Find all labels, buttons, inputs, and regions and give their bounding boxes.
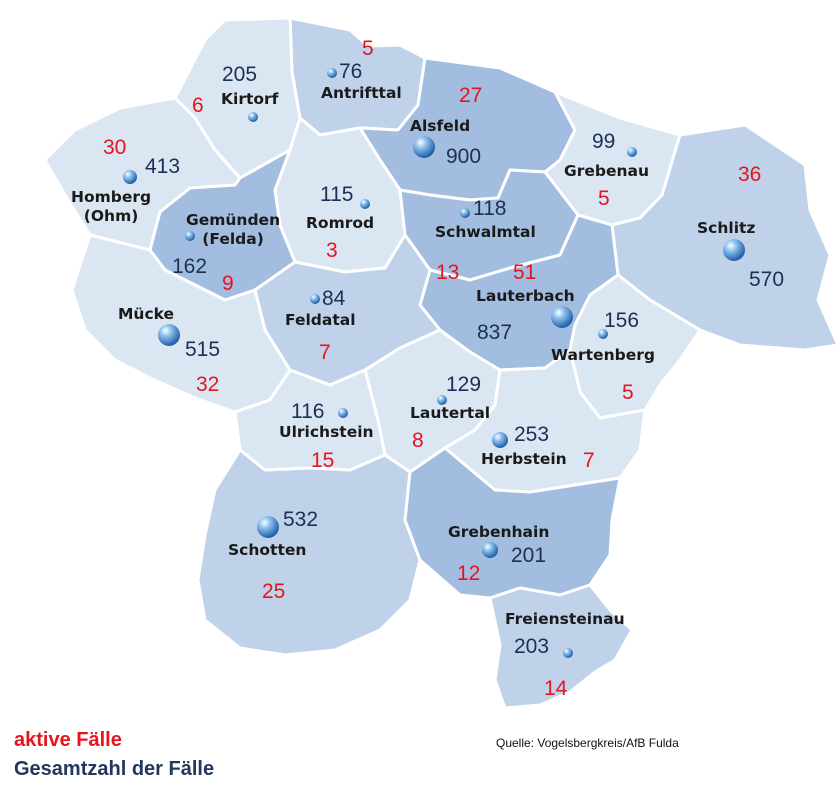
marker-herbstein xyxy=(492,432,508,448)
active-grebenhain: 12 xyxy=(457,562,481,585)
region-schotten xyxy=(196,448,422,657)
region-schlitz xyxy=(610,123,840,352)
source-credit: Quelle: Vogelsbergkreis/AfB Fulda xyxy=(496,736,679,750)
region-grebenhain xyxy=(403,446,622,600)
marker-freiensteinau xyxy=(563,648,573,658)
name-grebenhain: Grebenhain xyxy=(448,523,550,541)
name-herbstein: Herbstein xyxy=(481,450,567,468)
active-antrifttal: 5 xyxy=(362,37,374,60)
name-homberg: Homberg (Ohm) xyxy=(71,188,152,225)
name-romrod: Romrod xyxy=(306,214,375,232)
marker-kirtorf xyxy=(248,112,258,122)
name-grebenau: Grebenau xyxy=(564,162,650,180)
legend-active-cases: aktive Fälle xyxy=(14,729,122,751)
total-antrifttal: 76 xyxy=(339,60,363,83)
active-gemuenden: 9 xyxy=(222,272,234,295)
active-lauterbach: 51 xyxy=(513,261,537,284)
marker-ulrichstein xyxy=(338,408,348,418)
name-kirtorf: Kirtorf xyxy=(221,90,279,108)
active-lautertal: 8 xyxy=(412,429,424,452)
active-ulrichstein: 15 xyxy=(311,449,335,472)
marker-feldatal xyxy=(310,294,320,304)
total-freiensteinau: 203 xyxy=(514,635,550,658)
total-grebenau: 99 xyxy=(592,130,616,153)
marker-muecke xyxy=(158,324,180,346)
total-herbstein: 253 xyxy=(514,423,550,446)
marker-schotten xyxy=(257,516,279,538)
total-gemuenden: 162 xyxy=(172,255,208,278)
marker-romrod xyxy=(360,199,370,209)
total-wartenberg: 156 xyxy=(604,309,640,332)
total-feldatal: 84 xyxy=(322,287,346,310)
active-schlitz: 36 xyxy=(738,163,762,186)
total-schotten: 532 xyxy=(283,508,319,531)
total-muecke: 515 xyxy=(185,338,221,361)
name-lauterbach: Lauterbach xyxy=(476,287,575,305)
active-alsfeld: 27 xyxy=(459,84,483,107)
active-wartenberg: 5 xyxy=(622,381,634,404)
total-grebenhain: 201 xyxy=(511,544,547,567)
marker-antrifttal xyxy=(327,68,337,78)
total-schwalmtal: 118 xyxy=(473,197,507,220)
name-ulrichstein: Ulrichstein xyxy=(279,423,374,441)
marker-grebenau xyxy=(627,147,637,157)
marker-gemuenden xyxy=(185,231,195,241)
legend-total-cases: Gesamtzahl der Fälle xyxy=(14,758,215,780)
name-feldatal: Feldatal xyxy=(285,311,356,329)
marker-homberg xyxy=(123,170,137,184)
total-ulrichstein: 116 xyxy=(291,400,325,423)
name-muecke: Mücke xyxy=(118,305,175,323)
total-lauterbach: 837 xyxy=(477,321,513,344)
active-romrod: 3 xyxy=(326,239,338,262)
name-freiensteinau: Freiensteinau xyxy=(505,610,625,628)
name-alsfeld: Alsfeld xyxy=(410,117,471,135)
active-freiensteinau: 14 xyxy=(544,677,568,700)
name-antrifttal: Antrifttal xyxy=(321,84,402,102)
active-muecke: 32 xyxy=(196,373,220,396)
marker-alsfeld xyxy=(413,136,435,158)
marker-grebenhain xyxy=(482,542,498,558)
marker-lautertal xyxy=(437,395,447,405)
name-wartenberg: Wartenberg xyxy=(551,346,655,364)
total-romrod: 115 xyxy=(320,183,354,206)
region-freiensteinau xyxy=(488,583,634,710)
total-schlitz: 570 xyxy=(749,268,785,291)
name-schlitz: Schlitz xyxy=(697,219,756,237)
name-gemuenden: Gemünden (Felda) xyxy=(186,211,281,248)
active-herbstein: 7 xyxy=(583,449,595,472)
active-kirtorf: 6 xyxy=(192,94,204,117)
active-schotten: 25 xyxy=(262,580,286,603)
total-lautertal: 129 xyxy=(446,373,482,396)
active-schwalmtal: 13 xyxy=(436,261,460,284)
total-alsfeld: 900 xyxy=(446,145,482,168)
name-schwalmtal: Schwalmtal xyxy=(435,223,536,241)
total-kirtorf: 205 xyxy=(222,63,258,86)
marker-lauterbach xyxy=(551,306,573,328)
marker-schwalmtal xyxy=(460,208,470,218)
total-homberg: 413 xyxy=(145,155,181,178)
name-lautertal: Lautertal xyxy=(410,404,491,422)
name-schotten: Schotten xyxy=(228,541,307,559)
marker-wartenberg xyxy=(598,329,608,339)
active-homberg: 30 xyxy=(103,136,127,159)
marker-schlitz xyxy=(723,239,745,261)
active-feldatal: 7 xyxy=(319,341,331,364)
active-grebenau: 5 xyxy=(598,187,610,210)
